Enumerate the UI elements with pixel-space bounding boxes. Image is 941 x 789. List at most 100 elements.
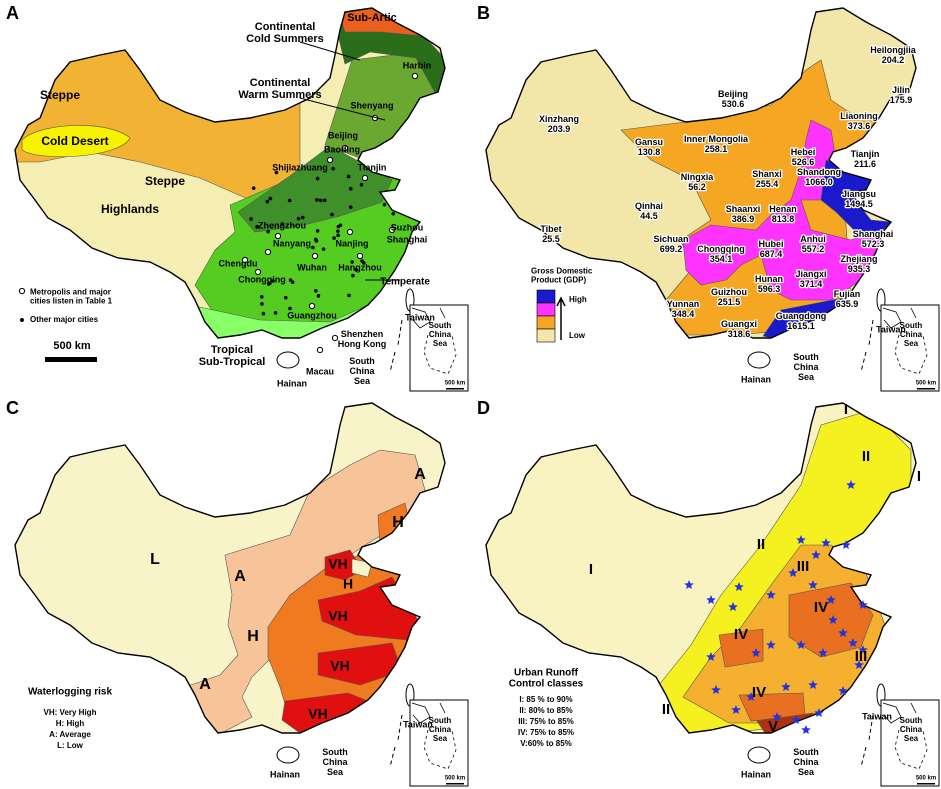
city-marker <box>241 256 249 264</box>
city-dot <box>359 182 364 187</box>
city-marker <box>326 156 334 164</box>
inset-dashes <box>894 729 928 770</box>
panel-letter: D <box>477 398 490 418</box>
label-line: Ningxia <box>681 172 715 182</box>
city-dot <box>318 198 323 203</box>
city-dot <box>274 170 279 175</box>
city-star <box>858 600 868 609</box>
label-line: Jilin <box>892 85 910 95</box>
city-dot <box>389 308 393 313</box>
label-line: 255.4 <box>756 179 779 189</box>
city-marker <box>308 302 316 310</box>
panel-letter: C <box>6 398 19 418</box>
city-dot <box>316 294 321 298</box>
map-label: Taiwan <box>862 711 892 721</box>
label-line: Sea <box>798 372 815 382</box>
map-label: A <box>234 568 246 585</box>
map-label: Jiangxi 371.4 <box>795 269 826 289</box>
label-line: China <box>429 330 452 339</box>
hainan <box>276 351 300 369</box>
city-dot <box>283 295 288 300</box>
city-dot <box>336 233 340 238</box>
city-dot <box>313 237 318 242</box>
city-dot <box>336 229 340 233</box>
map-label: 500 km <box>916 776 936 782</box>
map-label: Chongqing 354.1 <box>697 244 744 264</box>
city-dot <box>266 282 271 286</box>
label-line: 526.6 <box>792 157 815 167</box>
label-line: China <box>900 725 923 734</box>
map-label: South China Sea <box>429 321 452 348</box>
map-label: Sichuan 699.2 <box>653 234 688 254</box>
map-label: Beijing <box>328 130 358 140</box>
city-dot <box>350 260 354 264</box>
map-label: Tropical Sub-Tropical <box>199 344 266 368</box>
map-label: Gansu 130.8 <box>635 137 663 157</box>
label-line: Heilongjiia <box>870 45 917 55</box>
regions <box>15 403 445 733</box>
city-dot <box>382 202 387 207</box>
city-dot <box>351 273 355 278</box>
city-star <box>781 682 791 691</box>
label-line: Jiangsu <box>842 189 876 199</box>
label-line: Liaoning <box>840 111 878 121</box>
hainan <box>747 746 771 764</box>
city-dot <box>273 311 278 315</box>
city-dot <box>287 198 292 203</box>
label-line: 371.4 <box>800 279 823 289</box>
scale-bar <box>45 357 97 362</box>
label-line: 699.2 <box>660 244 683 254</box>
inset-dashes <box>423 334 457 375</box>
map-label: A <box>414 466 426 483</box>
map-label: Henan 813.8 <box>769 204 797 224</box>
city-dot <box>322 198 327 203</box>
city-star <box>811 550 821 559</box>
city-star <box>818 648 828 657</box>
city-dot <box>296 216 301 221</box>
map-label: South China Sea <box>793 352 819 382</box>
map-label: H <box>392 514 404 531</box>
inset-dashes <box>423 729 457 770</box>
label-line: 318.6 <box>728 329 751 339</box>
map-label: Hainan <box>741 374 771 384</box>
city-star <box>728 602 738 611</box>
map-label: V:60% to 85% <box>520 739 572 748</box>
city-dot <box>249 217 253 221</box>
city-dot <box>346 174 351 179</box>
map-label: VH <box>330 658 349 674</box>
label-line: Metropolis and major <box>30 288 111 297</box>
leader <box>299 41 400 281</box>
label-line: Tropical <box>211 344 253 356</box>
map-label: IV <box>814 599 828 616</box>
map-label: Macau <box>306 366 334 376</box>
city-dot <box>261 311 266 316</box>
map-label: VH <box>308 706 327 722</box>
sea-border <box>389 714 403 768</box>
city-marker <box>356 252 364 260</box>
city-star <box>791 715 801 724</box>
city-marker <box>254 268 262 276</box>
city-dot <box>300 215 305 220</box>
panel-letter: A <box>6 3 19 23</box>
map-label: Liaoning 373.6 <box>840 111 878 131</box>
label-line: 175.9 <box>890 95 913 105</box>
map-label: Continental Warm Summers <box>238 77 321 101</box>
label-line: Hunan <box>755 274 783 284</box>
city-dot <box>280 222 285 226</box>
city-star <box>734 582 744 591</box>
label-line: 935.3 <box>848 264 871 274</box>
map-label: High <box>569 295 587 304</box>
map-label: Ningxia 56.2 <box>681 172 715 192</box>
label-line: Gross Domestic <box>531 267 593 276</box>
city-dot <box>354 267 358 272</box>
map-label: A <box>199 676 211 693</box>
city-dot <box>271 279 275 283</box>
map-label: Shaanxi 386.9 <box>726 204 761 224</box>
city-marker <box>346 228 354 236</box>
map-label: 500 km <box>916 381 936 387</box>
label-line: Beijing <box>718 89 748 99</box>
label-line: Sea <box>904 734 919 743</box>
map-label: South China Sea <box>900 716 923 743</box>
map-label: Qinhai 44.5 <box>635 201 663 221</box>
